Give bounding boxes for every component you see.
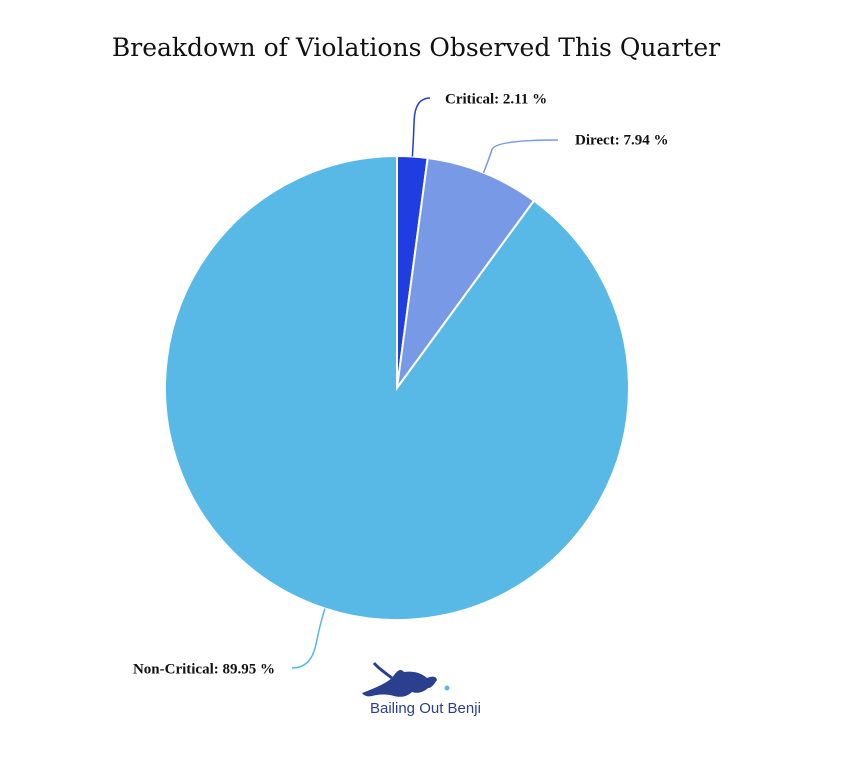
leader-line [482,139,559,174]
logo [362,662,450,697]
watermark: Bailing Out Benji [370,700,481,717]
pie-slice [164,154,630,621]
data-label: Direct: 7.94 % [575,132,668,148]
data-label: Critical: 2.11 % [445,91,547,107]
data-label: Non-Critical: 89.95 % [133,661,275,677]
leader-line [411,97,431,157]
leader-line [291,608,326,669]
chart-title: Breakdown of Violations Observed This Qu… [112,33,720,62]
